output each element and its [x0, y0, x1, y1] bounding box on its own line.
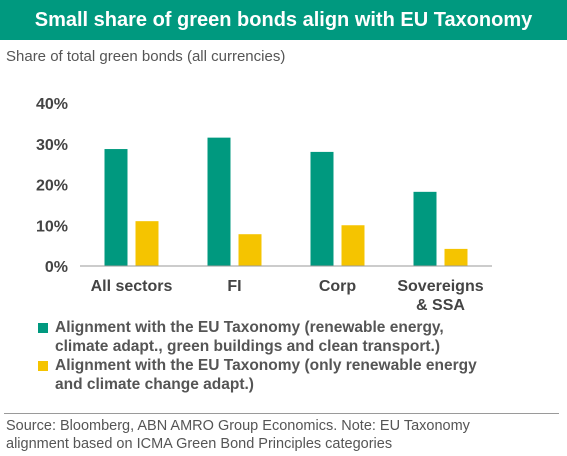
- bar-series-1: [104, 149, 128, 266]
- x-category-label-line: & SSA: [416, 297, 465, 314]
- x-category-label: Corp: [319, 278, 357, 295]
- x-category-label-line: All sectors: [91, 278, 173, 295]
- x-category-label-line: FI: [227, 278, 241, 295]
- bar-chart: 0% 10% 20% 30% 40% All sectors FI Corp Sovereign…: [36, 96, 492, 314]
- legend-label-series-1-line-2: climate adapt., green buildings and clea…: [55, 338, 440, 355]
- footer-divider: [4, 413, 559, 414]
- bar-series-1: [413, 191, 437, 266]
- legend-label-series-1: Alignment with the EU Taxonomy (renewabl…: [55, 318, 555, 356]
- legend-label-series-2-line-1: Alignment with the EU Taxonomy (only ren…: [55, 357, 477, 374]
- y-tick-label: 20%: [36, 178, 68, 195]
- bar-series-1: [310, 151, 334, 266]
- bar-series-2: [238, 234, 262, 266]
- source-note: Source: Bloomberg, ABN AMRO Group Econom…: [6, 417, 561, 453]
- y-tick-label: 30%: [36, 137, 68, 154]
- y-tick-label: 0%: [45, 259, 68, 276]
- title-bar: [0, 0, 567, 40]
- legend-label-series-1-line-1: Alignment with the EU Taxonomy (renewabl…: [55, 319, 444, 336]
- source-note-line-1: Source: Bloomberg, ABN AMRO Group Econom…: [6, 418, 470, 434]
- legend-label-series-2-line-2: and climate change adapt.): [55, 376, 254, 393]
- legend-label-series-2: Alignment with the EU Taxonomy (only ren…: [55, 356, 555, 394]
- bar-series-1: [207, 137, 231, 266]
- bar-series-2: [444, 248, 468, 266]
- x-category-label: Sovereigns & SSA: [397, 278, 483, 314]
- bar-series-2: [341, 225, 365, 266]
- x-category-label-line: Corp: [319, 278, 357, 295]
- legend-swatch-series-2: [38, 361, 48, 371]
- legend-swatch-series-1: [38, 323, 48, 333]
- source-note-line-2: alignment based on ICMA Green Bond Princ…: [6, 436, 393, 452]
- bar-series-2: [135, 221, 159, 266]
- x-category-label-line: Sovereigns: [397, 278, 483, 295]
- x-category-label: All sectors: [91, 278, 173, 295]
- x-category-label: FI: [227, 278, 241, 295]
- chart-subtitle: Share of total green bonds (all currenci…: [6, 48, 286, 65]
- y-tick-label: 10%: [36, 218, 68, 235]
- chart-title: Small share of green bonds align with EU…: [34, 9, 533, 31]
- y-tick-label: 40%: [36, 96, 68, 113]
